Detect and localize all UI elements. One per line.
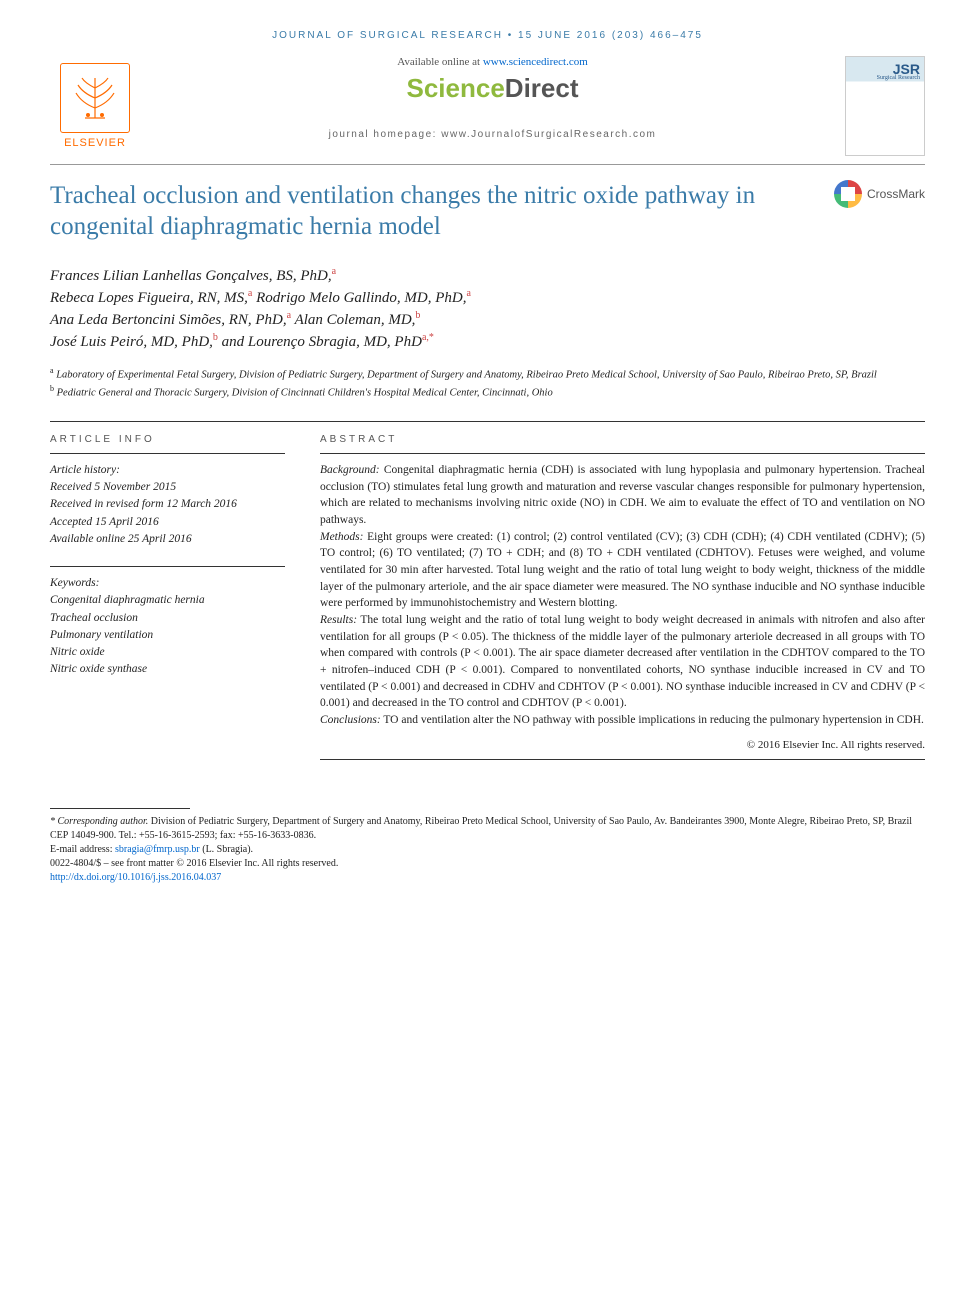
abstract-conclusions: Conclusions: TO and ventilation alter th…: [320, 712, 925, 729]
divider: [320, 759, 925, 760]
author: Ana Leda Bertoncini Simões, RN, PhD,a: [50, 312, 291, 328]
sciencedirect-logo[interactable]: ScienceDirect: [160, 73, 825, 104]
abstract-methods: Methods: Eight groups were created: (1) …: [320, 529, 925, 612]
journal-cover[interactable]: JSR Surgical Research: [845, 56, 925, 156]
running-header: JOURNAL OF SURGICAL RESEARCH • 15 JUNE 2…: [50, 30, 925, 41]
article-title: Tracheal occlusion and ventilation chang…: [50, 180, 810, 243]
email-link[interactable]: sbragia@fmrp.usp.br: [115, 844, 200, 855]
abstract-header: ABSTRACT: [320, 434, 925, 445]
jsr-cover-subtitle: Surgical Research: [877, 75, 920, 81]
article-history: Article history: Received 5 November 201…: [50, 462, 285, 548]
center-masthead: Available online at www.sciencedirect.co…: [140, 56, 845, 140]
homepage-label: journal homepage:: [329, 129, 442, 140]
affiliation-b: b Pediatric General and Thoracic Surgery…: [50, 383, 925, 401]
abstract-body: Background: Congenital diaphragmatic her…: [320, 462, 925, 729]
available-online: Available online at www.sciencedirect.co…: [160, 56, 825, 68]
author: and Lourenço Sbragia, MD, PhDa,*: [222, 334, 434, 350]
keywords-label: Keywords:: [50, 575, 285, 592]
doi-line: http://dx.doi.org/10.1016/j.jss.2016.04.…: [50, 871, 925, 885]
footnotes: * Corresponding author. Division of Pedi…: [50, 808, 925, 885]
issn-line: 0022-4804/$ – see front matter © 2016 El…: [50, 857, 925, 871]
available-text: Available online at: [397, 56, 483, 68]
keyword: Pulmonary ventilation: [50, 627, 285, 644]
online-date: Available online 25 April 2016: [50, 531, 285, 548]
keyword: Nitric oxide synthase: [50, 661, 285, 678]
article-info-column: ARTICLE INFO Article history: Received 5…: [50, 434, 285, 768]
accepted-date: Accepted 15 April 2016: [50, 514, 285, 531]
keyword: Congenital diaphragmatic hernia: [50, 592, 285, 609]
doi-link[interactable]: http://dx.doi.org/10.1016/j.jss.2016.04.…: [50, 872, 221, 883]
title-row: Tracheal occlusion and ventilation chang…: [50, 180, 925, 243]
author: Frances Lilian Lanhellas Gonçalves, BS, …: [50, 268, 336, 284]
author: Rebeca Lopes Figueira, RN, MS,a: [50, 290, 252, 306]
elsevier-tree-icon: [60, 63, 130, 133]
crossmark-icon: [834, 180, 862, 208]
corresponding-label: * Corresponding author.: [50, 816, 148, 827]
masthead: ELSEVIER Available online at www.science…: [50, 56, 925, 156]
revised-date: Received in revised form 12 March 2016: [50, 496, 285, 513]
footnote-rule: [50, 808, 190, 809]
article-info-header: ARTICLE INFO: [50, 434, 285, 445]
crossmark-badge[interactable]: CrossMark: [834, 180, 925, 208]
abstract-copyright: © 2016 Elsevier Inc. All rights reserved…: [320, 739, 925, 751]
abstract-results: Results: The total lung weight and the r…: [320, 612, 925, 712]
divider: [50, 566, 285, 567]
info-abstract-columns: ARTICLE INFO Article history: Received 5…: [50, 434, 925, 768]
journal-homepage: journal homepage: www.JournalofSurgicalR…: [160, 129, 825, 140]
elsevier-logo[interactable]: ELSEVIER: [50, 56, 140, 156]
author: José Luis Peiró, MD, PhD,b: [50, 334, 218, 350]
affiliations: a Laboratory of Experimental Fetal Surge…: [50, 365, 925, 401]
divider: [50, 164, 925, 165]
elsevier-label: ELSEVIER: [64, 137, 126, 149]
keyword: Tracheal occlusion: [50, 610, 285, 627]
authors-block: Frances Lilian Lanhellas Gonçalves, BS, …: [50, 265, 925, 353]
abstract-column: ABSTRACT Background: Congenital diaphrag…: [320, 434, 925, 768]
abstract-background: Background: Congenital diaphragmatic her…: [320, 462, 925, 529]
sciencedirect-link[interactable]: www.sciencedirect.com: [483, 56, 588, 68]
email-line: E-mail address: sbragia@fmrp.usp.br (L. …: [50, 843, 925, 857]
keywords-block: Keywords: Congenital diaphragmatic herni…: [50, 575, 285, 679]
homepage-url[interactable]: www.JournalofSurgicalResearch.com: [441, 129, 656, 140]
divider: [320, 453, 925, 454]
received-date: Received 5 November 2015: [50, 479, 285, 496]
section-divider: [50, 421, 925, 422]
crossmark-label: CrossMark: [867, 187, 925, 201]
author: Alan Coleman, MD,b: [295, 312, 421, 328]
sd-direct: Direct: [505, 73, 579, 103]
author: Rodrigo Melo Gallindo, MD, PhD,a: [256, 290, 471, 306]
divider: [50, 453, 285, 454]
affiliation-a: a Laboratory of Experimental Fetal Surge…: [50, 365, 925, 383]
keyword: Nitric oxide: [50, 644, 285, 661]
history-label: Article history:: [50, 462, 285, 479]
sd-science: Science: [407, 73, 505, 103]
corresponding-author: * Corresponding author. Division of Pedi…: [50, 815, 925, 843]
